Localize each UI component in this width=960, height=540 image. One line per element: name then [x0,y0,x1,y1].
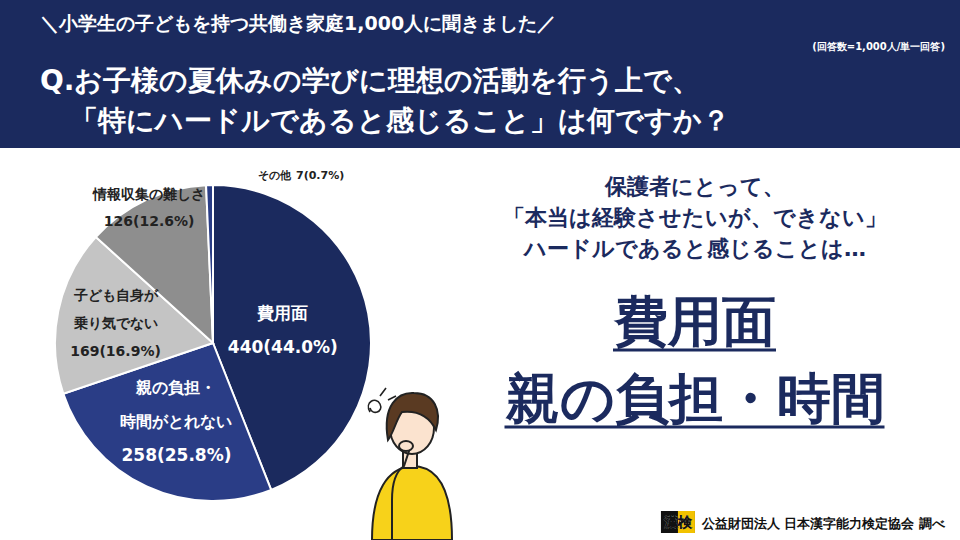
annotation: 保護者にとって、 [604,174,785,199]
slice-value: 7(0.7%) [296,169,344,182]
pie-slice [206,185,213,343]
slice-category: 費用面 [256,303,308,323]
header-banner [0,0,960,148]
slice-category: その他 [258,169,292,182]
highlight: 親の負担・時間 [505,367,885,430]
slice-value: 258(25.8%) [121,445,231,465]
highlight: 費用面 [613,290,776,353]
logo: 漢検 [663,514,693,530]
title: Q.お子様の夏休みの学びに理想の活動を行う上で、「特にハードルであると感じること… [40,64,730,137]
illustration [368,388,452,540]
slice-value: 169(16.9%) [70,343,161,359]
pie [55,185,371,501]
slice-value: 126(12.6%) [104,213,195,229]
source: 公益財団法人 日本漢字能力検定協会 調べ [701,516,946,531]
underline [505,426,885,429]
underline [613,349,776,352]
arm [392,448,410,540]
header: ＼小学生の子どもを持つ共働き家庭1,000人に聞きました／ [40,12,556,34]
slice-category: 子ども自身が乗り気でない [73,287,159,331]
subtitle: (回答数=1,000人/単一回答) [812,41,945,52]
hand [399,441,413,451]
body [372,466,452,540]
slice-value: 440(44.0%) [228,337,338,357]
annotation: 「本当は経験させたいが、できない」 [503,205,887,230]
annotation: ハードルであると感じることは… [522,236,866,261]
logo-box [661,511,695,533]
slice-category: 親の負担・時間がとれない [120,378,232,431]
background [0,0,960,540]
slice-category: 情報収集の難しさ [92,186,205,202]
thought-mark [368,388,396,412]
hair [387,393,438,440]
